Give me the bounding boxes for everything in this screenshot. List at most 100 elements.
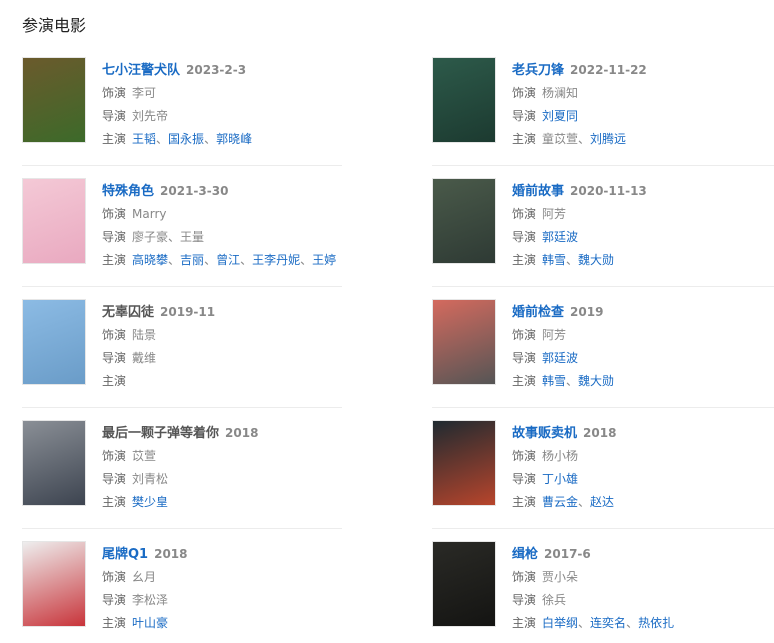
cast-name[interactable]: 吉丽 [180,253,205,267]
movie-poster[interactable] [432,57,496,143]
cast-name[interactable]: 高晓攀 [132,253,169,267]
movie-title[interactable]: 缉枪 [512,547,539,562]
director-name: 刘先帝 [132,109,169,123]
movie-title[interactable]: 七小汪警犬队 [102,63,181,78]
director-line: 导演 刘青松 [102,468,258,491]
role-label: 饰演 [102,86,127,100]
movie-item: 故事贩卖机 2018 饰演 杨小杨 导演 丁小雄 主演 曹云金、赵达 [432,408,774,529]
title-line: 特殊角色 2021-3-30 [102,180,336,203]
role-name: 李可 [132,86,157,100]
cast-name[interactable]: 王李丹妮 [252,253,301,267]
separator: 、 [566,253,579,267]
cast-name[interactable]: 国永振 [168,132,205,146]
cast-label: 主演 [102,374,127,388]
director-name: 戴维 [132,351,157,365]
role-name: 贾小朵 [542,570,579,584]
movie-date: 2018 [583,426,617,440]
movie-poster[interactable] [432,299,496,385]
movie-poster[interactable] [432,178,496,264]
role-label: 饰演 [512,570,537,584]
director-name[interactable]: 郭廷波 [542,351,579,365]
role-line: 饰演 幺月 [102,566,188,589]
movie-poster[interactable] [432,420,496,506]
cast-name[interactable]: 王韬 [132,132,157,146]
movie-poster[interactable] [22,420,86,506]
movie-info: 尾牌Q1 2018 饰演 幺月 导演 李松泽 主演 叶山豪 [102,543,188,635]
movie-poster[interactable] [22,541,86,627]
movie-title[interactable]: 特殊角色 [102,184,155,199]
cast-name[interactable]: 叶山豪 [132,616,169,630]
cast-name[interactable]: 王婷 [312,253,337,267]
movie-item: 尾牌Q1 2018 饰演 幺月 导演 李松泽 主演 叶山豪 [22,529,342,643]
separator: 、 [566,374,579,388]
director-label: 导演 [102,351,127,365]
director-label: 导演 [512,472,537,486]
title-line: 缉枪 2017-6 [512,543,674,566]
cast-name[interactable]: 白举纲 [542,616,579,630]
role-line: 饰演 杨小杨 [512,445,616,468]
movie-date: 2018 [225,426,259,440]
director-name[interactable]: 郭廷波 [542,230,579,244]
director-label: 导演 [102,593,127,607]
movie-date: 2020-11-13 [570,184,647,198]
role-name: 阿芳 [542,207,567,221]
title-line: 七小汪警犬队 2023-2-3 [102,59,252,82]
movie-item: 婚前检查 2019 饰演 阿芳 导演 郭廷波 主演 韩雪、魏大勋 [432,287,774,408]
director-label: 导演 [102,230,127,244]
director-line: 导演 廖子豪、王量 [102,226,336,249]
cast-label: 主演 [512,132,537,146]
separator: 、 [168,230,181,244]
director-name: 王量 [180,230,205,244]
movie-info: 无辜囚徒 2019-11 饰演 陆景 导演 戴维 主演 [102,301,215,393]
title-line: 婚前故事 2020-11-13 [512,180,647,203]
cast-line: 主演 童苡萱、刘腾远 [512,128,647,151]
role-name: 苡萱 [132,449,157,463]
cast-name[interactable]: 曹云金 [542,495,579,509]
role-label: 饰演 [102,570,127,584]
movie-title[interactable]: 老兵刀锋 [512,63,565,78]
director-line: 导演 戴维 [102,347,215,370]
movie-poster[interactable] [22,299,86,385]
movie-item: 特殊角色 2021-3-30 饰演 Marry 导演 廖子豪、王量 主演 高晓攀、吉丽、曾江、… [22,166,342,287]
movie-poster[interactable] [432,541,496,627]
movie-title[interactable]: 故事贩卖机 [512,426,578,441]
movie-poster[interactable] [22,178,86,264]
director-name[interactable]: 丁小雄 [542,472,579,486]
role-line: 饰演 陆景 [102,324,215,347]
cast-name[interactable]: 连奕名 [590,616,627,630]
cast-label: 主演 [512,374,537,388]
movie-info: 七小汪警犬队 2023-2-3 饰演 李可导演 刘先帝 主演 王韬、国永振、郭晓峰 [102,59,252,151]
director-line: 导演 刘先帝 [102,105,252,128]
cast-line: 主演 王韬、国永振、郭晓峰 [102,128,252,151]
director-name: 刘青松 [132,472,169,486]
cast-name[interactable]: 赵达 [590,495,615,509]
movie-info: 婚前故事 2020-11-13 饰演 阿芳 导演 郭廷波 主演 韩雪、魏大勋 [512,180,647,272]
director-name[interactable]: 刘夏同 [542,109,579,123]
separator: 、 [626,616,639,630]
separator: 、 [240,253,253,267]
cast-name[interactable]: 樊少皇 [132,495,169,509]
director-name: 李松泽 [132,593,169,607]
role-label: 饰演 [512,328,537,342]
director-line: 导演 郭廷波 [512,226,647,249]
cast-name[interactable]: 魏大勋 [578,374,615,388]
cast-name[interactable]: 魏大勋 [578,253,615,267]
title-line: 婚前检查 2019 [512,301,614,324]
movie-poster[interactable] [22,57,86,143]
cast-name[interactable]: 刘腾远 [590,132,627,146]
cast-name[interactable]: 韩雪 [542,374,567,388]
director-name: 廖子豪 [132,230,169,244]
cast-name[interactable]: 热依扎 [638,616,675,630]
director-line: 导演 丁小雄 [512,468,616,491]
role-line: 饰演 苡萱 [102,445,258,468]
cast-name: 童苡萱 [542,132,579,146]
cast-name[interactable]: 郭晓峰 [216,132,253,146]
movie-title[interactable]: 尾牌Q1 [102,547,149,562]
cast-name[interactable]: 曾江 [216,253,241,267]
movie-title[interactable]: 婚前检查 [512,305,565,320]
cast-name[interactable]: 韩雪 [542,253,567,267]
cast-label: 主演 [102,132,127,146]
director-label: 导演 [102,472,127,486]
movie-title[interactable]: 婚前故事 [512,184,565,199]
